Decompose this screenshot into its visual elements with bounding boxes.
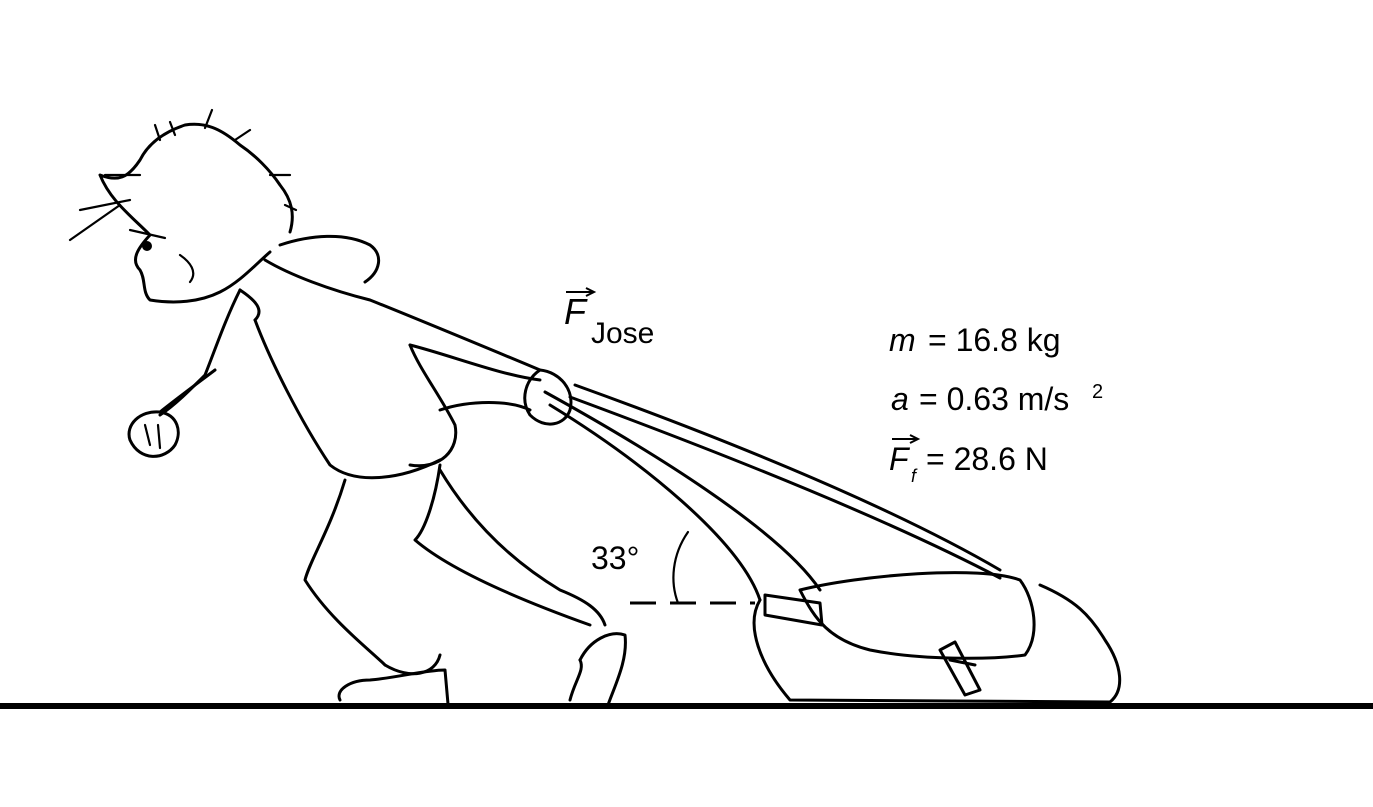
force-label: F Jose <box>564 287 654 350</box>
strap <box>543 383 1002 602</box>
angle-label: 33° <box>591 540 639 576</box>
mass-value: = 16.8 kg <box>928 322 1061 358</box>
angle-arc <box>672 530 690 605</box>
friction-value: = 28.6 N <box>926 441 1048 477</box>
mass-symbol: m <box>889 322 916 358</box>
eye-icon <box>142 241 152 251</box>
acceleration-symbol: a <box>891 381 909 417</box>
friction-vector-arrowhead-icon <box>909 434 921 444</box>
acceleration-exponent: 2 <box>1092 381 1103 403</box>
givens: m = 16.8 kg a = 0.63 m/s 2 F f = 28.6 N <box>889 322 1103 486</box>
friction-subscript: f <box>911 466 918 486</box>
boy-figure <box>68 108 627 707</box>
bag <box>752 571 1122 704</box>
friction-symbol: F <box>889 441 911 477</box>
force-symbol: F <box>564 291 588 332</box>
vector-arrowhead-icon <box>585 287 597 297</box>
acceleration-value: = 0.63 m/s <box>919 381 1069 417</box>
force-subscript: Jose <box>591 317 654 350</box>
